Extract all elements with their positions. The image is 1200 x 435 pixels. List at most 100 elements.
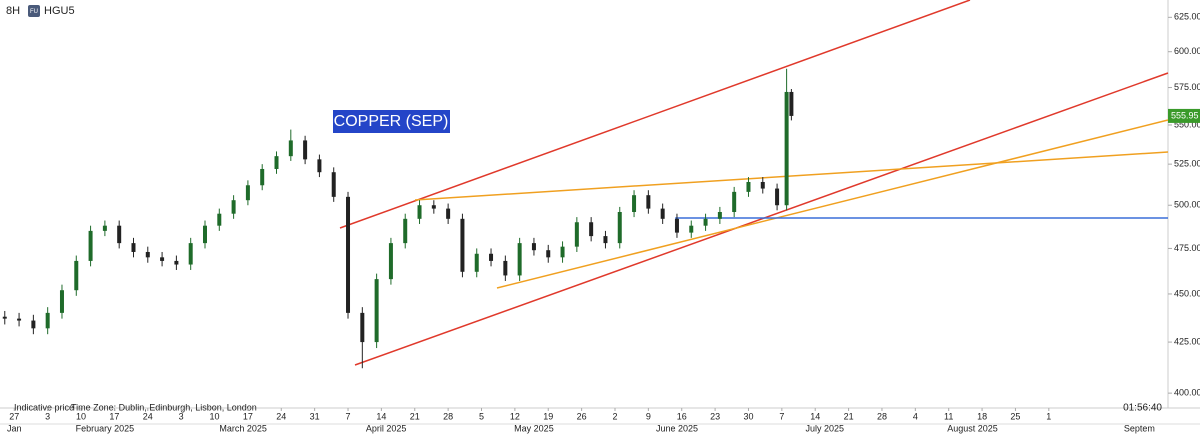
x-tick-label: 31: [310, 411, 320, 421]
candle-body: [202, 225, 207, 244]
candle-body: [188, 243, 193, 265]
candle-body: [117, 225, 122, 244]
month-label: Jan: [7, 423, 22, 433]
x-tick-label: 3: [179, 411, 184, 421]
y-tick-label: 550.00: [1174, 119, 1200, 129]
x-tick-label: 16: [677, 411, 687, 421]
clock: 01:56:40: [1123, 403, 1162, 414]
footer-note: Indicative price: [14, 402, 74, 412]
candle-body: [674, 218, 679, 233]
candle-body: [775, 188, 780, 206]
candle-body: [102, 225, 107, 231]
candle-body: [460, 218, 465, 272]
month-label: April 2025: [366, 423, 407, 433]
month-label: June 2025: [656, 423, 698, 433]
x-tick-label: 9: [646, 411, 651, 421]
x-tick-label: 17: [243, 411, 253, 421]
x-tick-label: 10: [76, 411, 86, 421]
x-tick-label: 10: [210, 411, 220, 421]
candle-body: [360, 312, 365, 343]
candle-body: [160, 257, 165, 261]
symbol-badge-box: [28, 5, 40, 17]
x-tick-label: 27: [9, 411, 19, 421]
candle-body: [632, 195, 637, 212]
candle-body: [388, 243, 393, 280]
candle-body: [617, 211, 622, 244]
candle-body: [131, 243, 136, 252]
candle-body: [489, 253, 494, 261]
x-tick-label: 12: [510, 411, 520, 421]
candle-body: [431, 205, 436, 209]
candle-body: [703, 218, 708, 226]
x-tick-label: 14: [376, 411, 386, 421]
month-label: July 2025: [805, 423, 844, 433]
candle-body: [589, 222, 594, 237]
trendline: [414, 151, 1169, 201]
candle-body: [274, 156, 279, 169]
candle-body: [260, 168, 265, 186]
y-tick-label: 475.00: [1174, 243, 1200, 253]
candle-body: [303, 140, 308, 160]
candle-body: [689, 225, 694, 233]
candle-body: [88, 230, 93, 261]
month-label: May 2025: [514, 423, 554, 433]
x-tick-label: 28: [877, 411, 887, 421]
candle-body: [245, 185, 250, 201]
x-tick-label: 30: [743, 411, 753, 421]
x-tick-label: 24: [143, 411, 153, 421]
candle-body: [417, 205, 422, 219]
candle-body: [531, 243, 536, 251]
x-tick-label: 18: [977, 411, 987, 421]
y-tick-label: 625.00: [1174, 12, 1200, 22]
candle-body: [603, 236, 608, 244]
x-tick-label: 14: [810, 411, 820, 421]
x-tick-label: 24: [276, 411, 286, 421]
candle-body: [174, 260, 179, 265]
x-tick-label: 21: [410, 411, 420, 421]
y-tick-label: 425.00: [1174, 336, 1200, 346]
candle-body: [574, 222, 579, 247]
candle-body: [331, 172, 336, 197]
month-label: August 2025: [947, 423, 998, 433]
x-tick-label: 4: [913, 411, 918, 421]
timezone: Time Zone: Dublin, Edinburgh, Lisbon, Lo…: [71, 402, 257, 412]
interval: 8H: [6, 5, 20, 17]
candle-body: [732, 191, 737, 212]
y-tick-label: 400.00: [1174, 388, 1200, 398]
candle-body: [446, 208, 451, 219]
trendline: [354, 72, 1169, 366]
trendline: [339, 0, 971, 229]
x-tick-label: 28: [443, 411, 453, 421]
candle-body: [346, 196, 351, 313]
month-label: Septem: [1124, 423, 1155, 433]
last-price-label: 555.95: [1171, 110, 1199, 120]
candle-body: [646, 195, 651, 209]
candle-body: [2, 316, 7, 319]
x-tick-label: 23: [710, 411, 720, 421]
candle-body: [17, 318, 22, 321]
symbol: HGU5: [44, 5, 75, 17]
x-tick-label: 1: [1046, 411, 1051, 421]
candle-body: [784, 91, 789, 206]
candle-body: [474, 253, 479, 272]
candle-body: [31, 320, 36, 329]
annotation-box: [333, 110, 450, 133]
candle-body: [231, 200, 236, 214]
y-tick-label: 450.00: [1174, 288, 1200, 298]
x-tick-label: 17: [109, 411, 119, 421]
x-tick-label: 21: [844, 411, 854, 421]
candle-body: [217, 213, 222, 226]
candle-body: [317, 159, 322, 173]
trendline: [496, 119, 1169, 289]
x-tick-label: 19: [543, 411, 553, 421]
candle-body: [45, 312, 50, 329]
candle-body: [517, 243, 522, 276]
symbol-badge: FU: [30, 9, 38, 15]
candle-body: [145, 251, 150, 258]
x-tick-label: 11: [944, 411, 953, 421]
candle-body: [746, 181, 751, 192]
candle-body: [560, 246, 565, 258]
candle-body: [59, 290, 64, 313]
x-tick-label: 26: [577, 411, 587, 421]
